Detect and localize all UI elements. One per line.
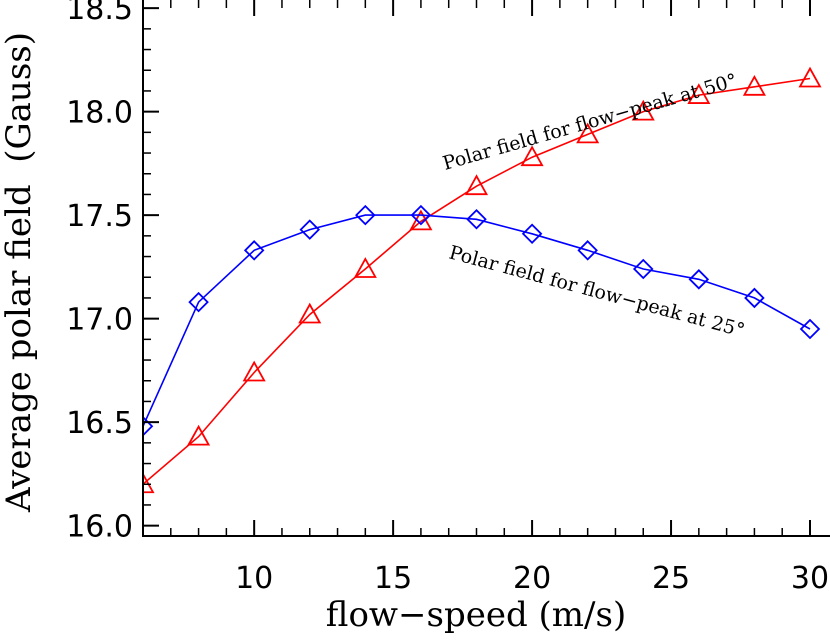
annotation-25deg: Polar field for flow−peak at 25° <box>447 242 747 342</box>
plot-area <box>143 66 822 494</box>
x-tick-label-2: 20 <box>513 561 551 596</box>
axes: 10 15 20 25 30 16.0 16.5 17.0 17.5 18.0 18.5 <box>66 0 830 596</box>
series-0-point-9 <box>631 99 655 121</box>
x-tick-label-0: 10 <box>235 561 273 596</box>
series-1-point-10 <box>688 269 710 290</box>
series-0-point-3 <box>298 302 322 324</box>
series-0-point-4 <box>353 257 377 278</box>
series-0-point-1 <box>187 424 211 446</box>
series-1-point-2 <box>243 240 265 261</box>
series-1-point-6 <box>466 209 487 230</box>
y-tick-label-5: 18.5 <box>66 0 133 27</box>
series-line-1 <box>143 214 811 427</box>
series-1-point-12 <box>799 318 821 340</box>
y-axis-title: Average polar field (Gauss) <box>0 32 39 513</box>
series-0-point-11 <box>742 74 766 96</box>
series-1-point-7 <box>521 223 543 245</box>
series-1-point-5 <box>410 204 432 226</box>
series-1-point-11 <box>744 287 765 309</box>
x-tick-label-4: 30 <box>791 561 829 596</box>
y-tick-label-1: 16.5 <box>66 406 133 441</box>
x-axis-title: flow−speed (m/s) <box>326 595 626 635</box>
series-1-point-1 <box>188 291 209 313</box>
series-line-0 <box>143 77 811 485</box>
x-tick-label-1: 15 <box>374 561 412 596</box>
plot-frame <box>142 0 830 537</box>
series-1-point-3 <box>299 219 321 240</box>
series-0-point-8 <box>576 122 600 144</box>
series-0-point-6 <box>464 174 489 196</box>
y-tick-label-0: 16.0 <box>66 510 133 545</box>
y-tick-label-2: 17.0 <box>66 303 133 338</box>
y-tick-label-3: 17.5 <box>66 199 133 234</box>
series-0-point-12 <box>798 66 822 88</box>
series-1-point-0 <box>143 416 154 437</box>
series-1-point-9 <box>632 258 654 280</box>
series-0-point-2 <box>242 360 266 382</box>
series-0-point-0 <box>143 472 155 494</box>
series-1-point-4 <box>355 204 376 226</box>
series-0-point-7 <box>520 145 544 167</box>
x-tick-label-3: 25 <box>652 561 690 596</box>
series-0-point-10 <box>687 83 711 104</box>
annotation-50deg: Polar field for flow−peak at 50° <box>440 70 739 175</box>
y-tick-label-4: 18.0 <box>66 96 133 131</box>
series-1-point-8 <box>577 240 598 261</box>
